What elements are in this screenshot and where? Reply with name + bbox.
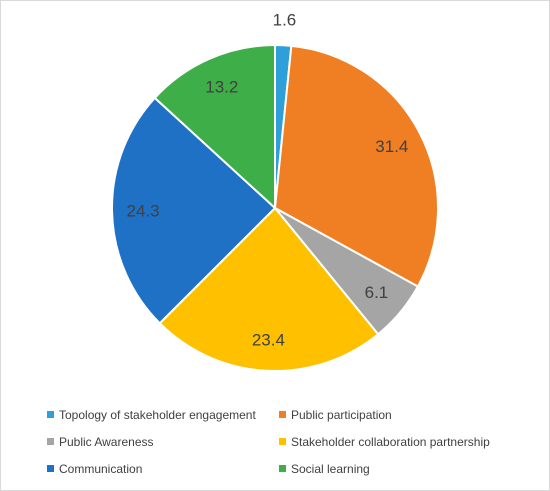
- pie-slice-communication: [111, 96, 277, 325]
- pie-slice-social-learning: [153, 43, 276, 211]
- legend-label: Public Awareness: [59, 434, 154, 449]
- data-label-public-participation: 31.4: [375, 137, 408, 156]
- legend-item-communication: Communication: [47, 459, 279, 478]
- data-label-topology-of-stakeholder-engagement: 1.6: [273, 11, 297, 30]
- legend-item-public-participation: Public participation: [279, 405, 527, 424]
- legend-item-social-learning: Social learning: [279, 459, 527, 478]
- data-label-communication: 24.3: [126, 201, 159, 220]
- pie-slice-public-participation: [273, 44, 439, 288]
- legend-label: Social learning: [291, 461, 370, 476]
- chart-legend: Topology of stakeholder engagement Publi…: [47, 405, 527, 478]
- legend-swatch: [47, 411, 54, 418]
- pie-chart: 1.6 31.4 6.1 23.4 24.3 13.2: [111, 11, 439, 372]
- legend-swatch: [279, 411, 286, 418]
- data-label-stakeholder-collaboration-partnership: 23.4: [252, 330, 285, 349]
- legend-label: Communication: [59, 461, 143, 476]
- legend-item-stakeholder-collaboration-partnership: Stakeholder collaboration partnership: [279, 432, 527, 451]
- data-label-social-learning: 13.2: [205, 78, 238, 97]
- data-label-public-awareness: 6.1: [365, 283, 389, 302]
- legend-swatch: [279, 438, 286, 445]
- legend-label: Stakeholder collaboration partnership: [291, 434, 490, 449]
- legend-label: Topology of stakeholder engagement: [59, 407, 256, 422]
- pie-slice-stakeholder-collaboration-partnership: [158, 206, 380, 372]
- legend-item-topology-of-stakeholder-engagement: Topology of stakeholder engagement: [47, 405, 279, 424]
- legend-swatch: [47, 465, 54, 472]
- legend-item-public-awareness: Public Awareness: [47, 432, 279, 451]
- legend-swatch: [279, 465, 286, 472]
- legend-swatch: [47, 438, 54, 445]
- legend-label: Public participation: [291, 407, 392, 422]
